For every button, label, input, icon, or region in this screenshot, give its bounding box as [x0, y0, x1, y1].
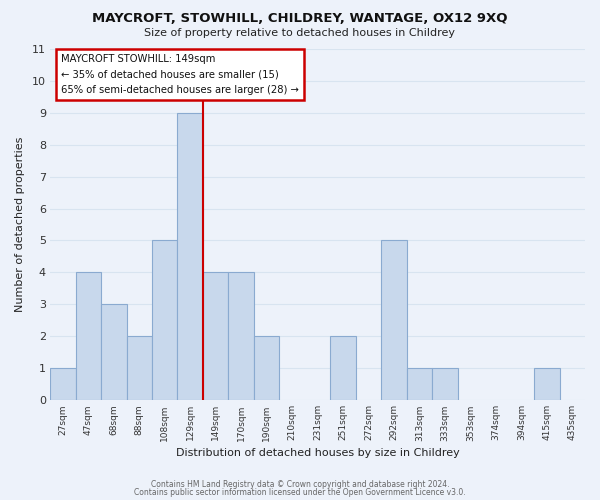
Bar [152, 240, 178, 400]
Text: Contains HM Land Registry data © Crown copyright and database right 2024.: Contains HM Land Registry data © Crown c… [151, 480, 449, 489]
Text: MAYCROFT STOWHILL: 149sqm
← 35% of detached houses are smaller (15)
65% of semi-: MAYCROFT STOWHILL: 149sqm ← 35% of detac… [61, 54, 299, 96]
Bar [127, 336, 152, 400]
Bar [407, 368, 432, 400]
Text: MAYCROFT, STOWHILL, CHILDREY, WANTAGE, OX12 9XQ: MAYCROFT, STOWHILL, CHILDREY, WANTAGE, O… [92, 12, 508, 26]
Bar [381, 240, 407, 400]
Bar [254, 336, 280, 400]
Bar [50, 368, 76, 400]
Bar [76, 272, 101, 400]
Y-axis label: Number of detached properties: Number of detached properties [15, 137, 25, 312]
X-axis label: Distribution of detached houses by size in Childrey: Distribution of detached houses by size … [176, 448, 460, 458]
Bar [330, 336, 356, 400]
Bar [178, 113, 203, 400]
Bar [534, 368, 560, 400]
Text: Contains public sector information licensed under the Open Government Licence v3: Contains public sector information licen… [134, 488, 466, 497]
Bar [229, 272, 254, 400]
Text: Size of property relative to detached houses in Childrey: Size of property relative to detached ho… [145, 28, 455, 38]
Bar [432, 368, 458, 400]
Bar [203, 272, 229, 400]
Bar [101, 304, 127, 400]
